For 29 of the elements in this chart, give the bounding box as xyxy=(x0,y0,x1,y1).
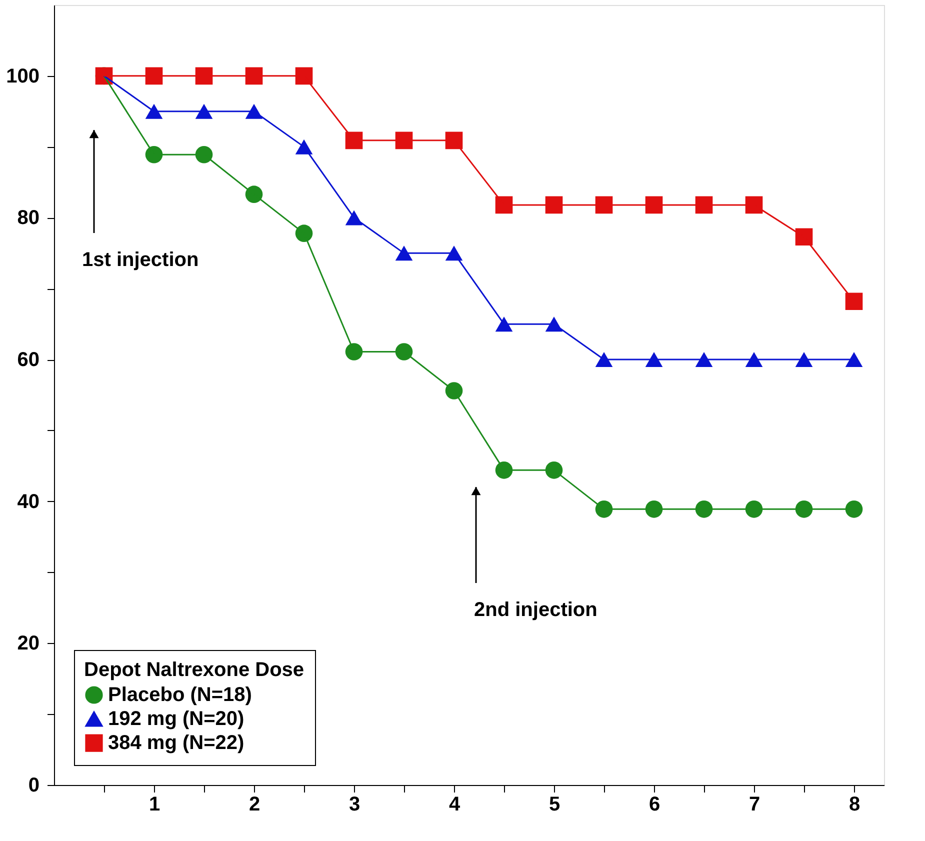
legend-label: Placebo (N=18) xyxy=(108,684,252,706)
legend-label: 384 mg (N=22) xyxy=(108,732,244,754)
point xyxy=(195,104,213,119)
point xyxy=(195,67,213,85)
legend-title: Depot Naltrexone Dose xyxy=(84,659,304,681)
x-tick-label: 8 xyxy=(848,794,860,816)
point xyxy=(845,352,863,368)
y-tick-label: 20 xyxy=(17,632,40,655)
point xyxy=(145,67,163,85)
point xyxy=(845,500,863,518)
x-tick-label: 3 xyxy=(348,794,360,816)
point xyxy=(595,352,613,368)
x-tick-label: 2 xyxy=(248,794,260,816)
x-tick-label: 6 xyxy=(648,794,660,816)
annotation: 1st injection xyxy=(82,249,199,271)
point xyxy=(245,67,263,85)
y-tick-label: 60 xyxy=(17,349,40,372)
legend-label: 192 mg (N=20) xyxy=(108,708,244,730)
x-tick-label: 5 xyxy=(548,794,560,816)
y-tick-label: 0 xyxy=(28,774,40,796)
point xyxy=(845,292,863,310)
point xyxy=(145,104,163,119)
x-tick-label: 1 xyxy=(148,794,160,816)
x-tick-label: 4 xyxy=(448,794,461,816)
x-tick-label: 7 xyxy=(748,794,760,816)
annotation: 2nd injection xyxy=(474,599,598,621)
y-tick-label: 100 xyxy=(6,65,40,88)
y-tick-label: 40 xyxy=(17,490,40,513)
y-tick-label: 80 xyxy=(17,207,40,230)
